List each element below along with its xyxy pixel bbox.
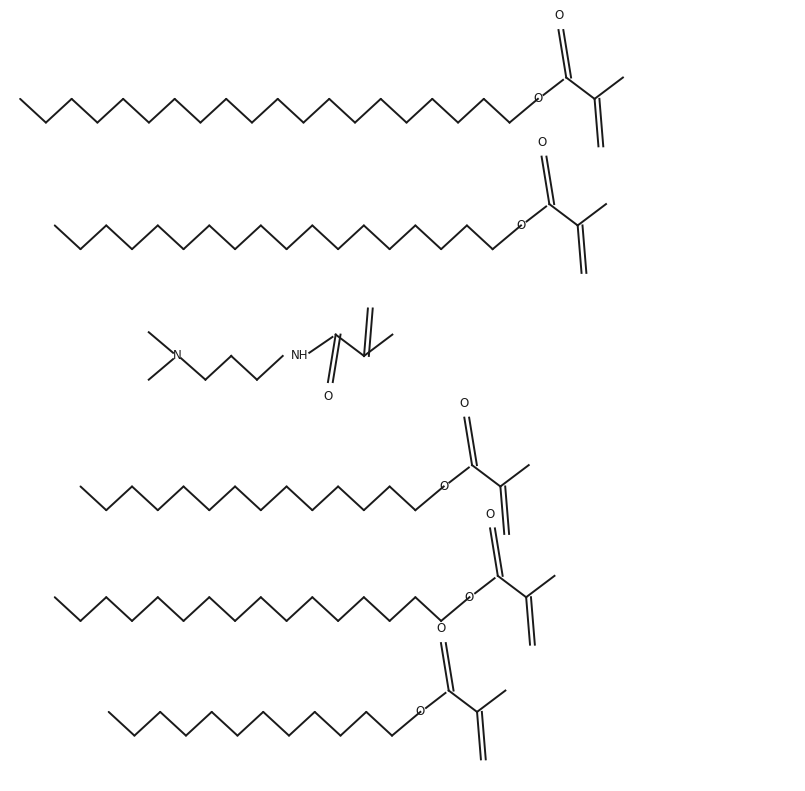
Text: O: O	[439, 480, 448, 493]
Text: O: O	[485, 508, 495, 520]
Text: O: O	[533, 93, 543, 105]
Text: O: O	[324, 390, 332, 403]
Text: O: O	[460, 397, 469, 410]
Text: O: O	[464, 591, 474, 604]
Text: O: O	[554, 9, 563, 22]
Text: O: O	[516, 219, 526, 232]
Text: NH: NH	[291, 350, 308, 362]
Text: O: O	[415, 706, 425, 718]
Text: O: O	[537, 136, 547, 149]
Text: N: N	[173, 350, 181, 362]
Text: O: O	[436, 623, 446, 635]
